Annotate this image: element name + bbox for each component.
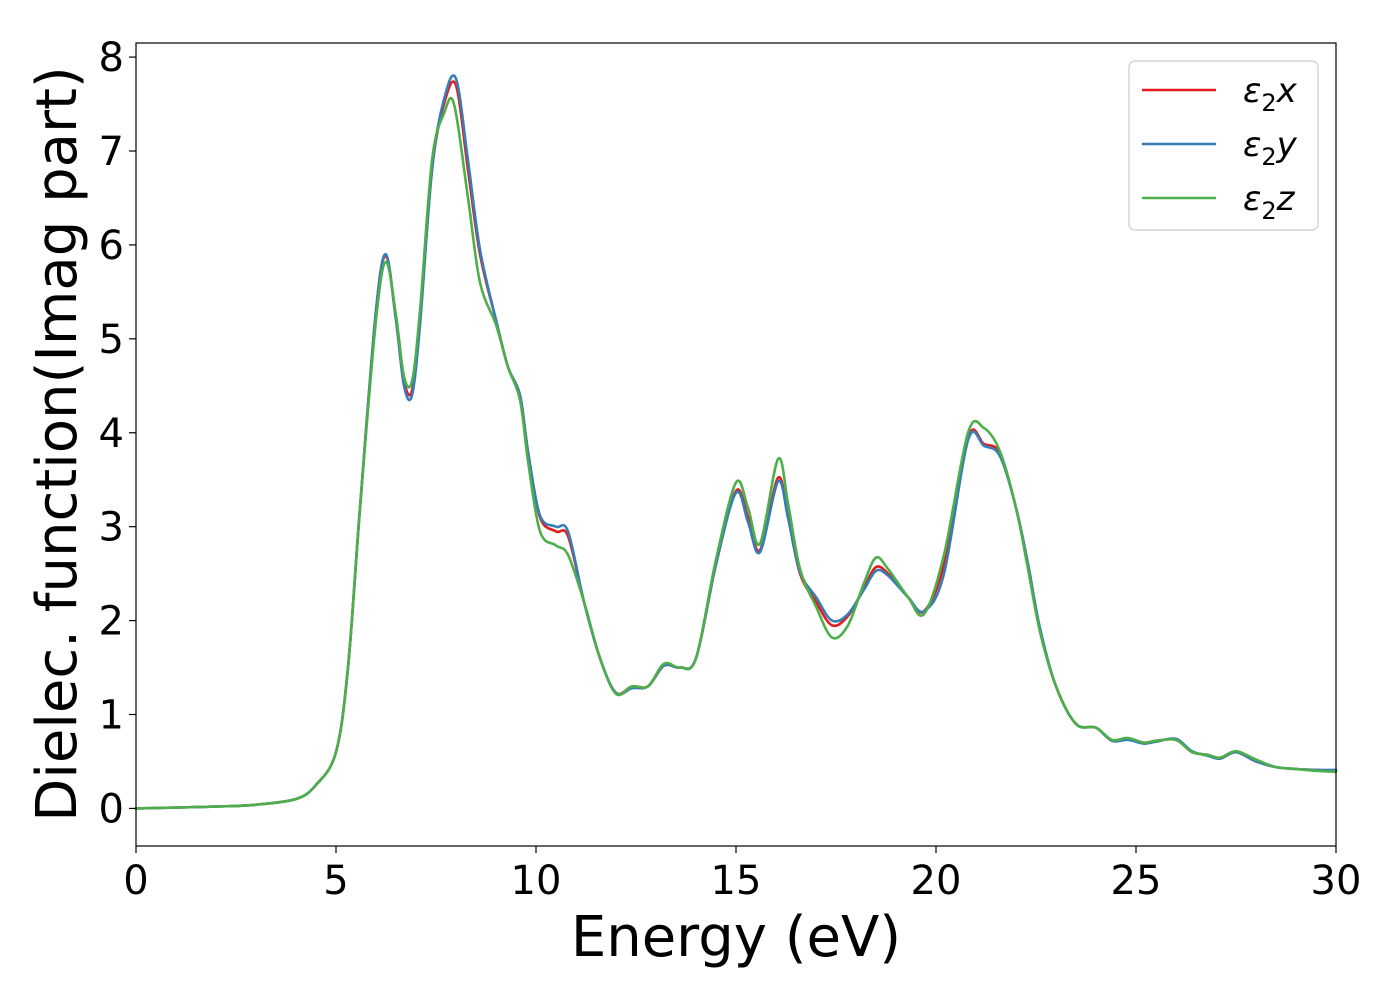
y-axis: 0 1 2 3 4 5 6 7 8 bbox=[99, 35, 136, 832]
x-tick-label: 0 bbox=[123, 858, 148, 904]
legend-box bbox=[1128, 60, 1319, 231]
x-tick-label: 10 bbox=[511, 858, 562, 904]
x-axis-title: Energy (eV) bbox=[571, 905, 901, 970]
series-layer bbox=[134, 74, 1338, 810]
y-tick-label: 1 bbox=[99, 693, 124, 739]
y-tick-label: 5 bbox=[99, 317, 124, 363]
y-tick-label: 7 bbox=[99, 129, 124, 175]
legend-label-x: ε2x bbox=[1243, 71, 1298, 117]
x-tick-label: 30 bbox=[1311, 858, 1362, 904]
x-tick-label: 5 bbox=[323, 858, 348, 904]
series-line-z bbox=[134, 96, 1338, 810]
y-tick-label: 8 bbox=[99, 35, 124, 81]
y-tick-label: 6 bbox=[99, 223, 124, 269]
x-tick-label: 15 bbox=[711, 858, 762, 904]
x-tick-label: 25 bbox=[1111, 858, 1162, 904]
y-axis-title: Dielec. function(Imag part) bbox=[25, 66, 90, 822]
y-tick-label: 2 bbox=[99, 599, 124, 645]
legend: ε2x ε2y ε2z bbox=[1128, 60, 1319, 231]
legend-label-z: ε2z bbox=[1243, 179, 1296, 225]
y-tick-label: 0 bbox=[99, 786, 124, 832]
y-tick-label: 4 bbox=[99, 411, 124, 457]
x-tick-label: 20 bbox=[911, 858, 962, 904]
series-line-y bbox=[134, 74, 1338, 810]
x-axis: 0 5 10 15 20 25 30 bbox=[123, 846, 1361, 904]
y-tick-label: 3 bbox=[99, 505, 124, 551]
legend-label-y: ε2y bbox=[1243, 125, 1298, 171]
